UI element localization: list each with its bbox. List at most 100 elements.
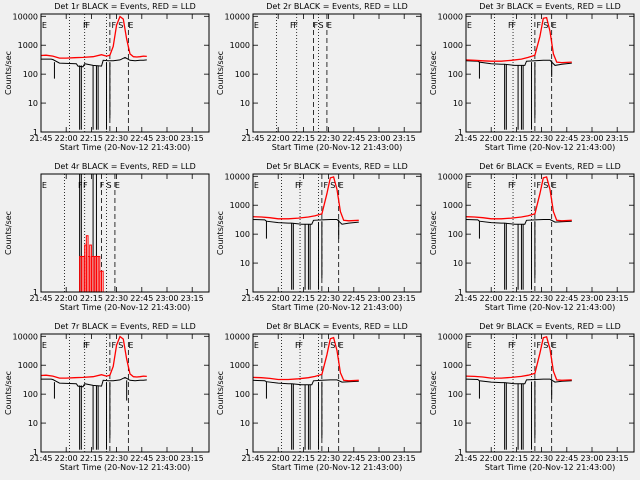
x-tick-label: 22:45 <box>342 294 365 303</box>
lld-series-line <box>466 335 572 381</box>
flag-marker-label: E <box>254 21 259 30</box>
panel-8: Det 8r BLACK = Events, RED = LLD Counts/s… <box>216 322 422 472</box>
flag-marker-label: F <box>78 181 83 190</box>
x-tick-label: 23:15 <box>393 134 416 143</box>
x-tick-label: 23:00 <box>155 454 178 463</box>
flag-marker-label: E <box>552 181 557 190</box>
flag-marker-label: E <box>128 21 133 30</box>
x-tick-label: 23:00 <box>580 294 603 303</box>
events-series-line <box>41 56 147 68</box>
x-tick-label: 23:15 <box>181 294 204 303</box>
x-tick-label: 22:00 <box>267 134 290 143</box>
x-tick-label: 22:30 <box>317 294 340 303</box>
y-tick-label: 100 <box>23 390 38 399</box>
x-axis-label: Start Time (20-Nov-12 21:43:00) <box>60 143 190 152</box>
x-tick-label: 23:00 <box>367 294 390 303</box>
x-tick-label: 23:15 <box>606 134 629 143</box>
y-tick-label: 100 <box>235 70 250 79</box>
x-tick-label: 22:15 <box>505 294 528 303</box>
flag-marker-label: E <box>339 341 344 350</box>
y-tick-label: 100 <box>235 390 250 399</box>
x-tick-label: 23:00 <box>580 134 603 143</box>
plot-frame <box>465 333 635 453</box>
flag-marker-label: E <box>339 181 344 190</box>
panel-title: Det 2r BLACK = Events, RED = LLD <box>266 2 408 11</box>
flag-marker-label: E <box>254 181 259 190</box>
panel-3: Det 3r BLACK = Events, RED = LLD Counts/s… <box>429 2 635 152</box>
y-tick-label: 10000 <box>225 12 250 21</box>
y-axis-label: Counts/sec <box>4 211 13 255</box>
plot-area <box>41 14 147 132</box>
y-tick-label: 1 <box>245 288 250 297</box>
y-tick-label: 1 <box>458 448 463 457</box>
flag-marker-label: F <box>324 341 329 350</box>
flag-marker-label: E <box>42 181 47 190</box>
x-tick-label: 22:00 <box>480 294 503 303</box>
flag-marker-label: F <box>298 181 303 190</box>
events-series-line <box>466 378 572 385</box>
y-tick-label: 100 <box>448 390 463 399</box>
flag-marker-label: F <box>100 181 105 190</box>
y-tick-label: 1000 <box>443 41 463 50</box>
events-series-line <box>253 219 359 225</box>
x-tick-label: 21:45 <box>241 134 264 143</box>
x-tick-label: 21:45 <box>454 454 477 463</box>
plot-frame <box>252 13 422 133</box>
plot-frame <box>40 333 210 453</box>
x-axis-label: Start Time (20-Nov-12 21:43:00) <box>272 143 402 152</box>
lld-series-line <box>466 16 572 64</box>
x-axis-label: Start Time (20-Nov-12 21:43:00) <box>60 303 190 312</box>
x-tick-label: 21:45 <box>454 294 477 303</box>
y-tick-label: 100 <box>23 70 38 79</box>
flag-marker-label: F <box>112 21 117 30</box>
flag-marker-label: E <box>552 341 557 350</box>
panel-title: Det 8r BLACK = Events, RED = LLD <box>266 322 408 331</box>
plot-area <box>276 14 328 132</box>
flag-marker-label: F <box>511 341 516 350</box>
plot-area <box>41 334 147 452</box>
flag-marker-label: E <box>128 341 133 350</box>
flag-marker-label: E <box>115 181 120 190</box>
y-tick-label: 10000 <box>438 12 463 21</box>
flag-marker-label: F <box>86 341 91 350</box>
plot-area <box>253 334 359 452</box>
flag-marker-label: S <box>319 21 324 30</box>
x-tick-label: 22:15 <box>292 294 315 303</box>
flag-marker-label: F <box>293 21 298 30</box>
y-tick-label: 10 <box>453 419 463 428</box>
y-tick-label: 10 <box>240 419 250 428</box>
y-tick-label: 1 <box>458 288 463 297</box>
y-tick-label: 10000 <box>225 172 250 181</box>
y-tick-label: 10000 <box>225 332 250 341</box>
panel-title: Det 6r BLACK = Events, RED = LLD <box>479 162 621 171</box>
flag-marker-label: F <box>508 181 513 190</box>
x-tick-label: 22:30 <box>105 454 128 463</box>
x-tick-label: 21:45 <box>454 134 477 143</box>
plot-frame <box>40 173 210 293</box>
x-axis-label: Start Time (20-Nov-12 21:43:00) <box>485 143 615 152</box>
x-tick-label: 23:00 <box>155 294 178 303</box>
x-tick-label: 22:15 <box>292 134 315 143</box>
events-series-line <box>253 379 359 386</box>
x-axis-label: Start Time (20-Nov-12 21:43:00) <box>272 463 402 472</box>
lld-series-line <box>253 336 359 382</box>
flag-marker-label: F <box>511 181 516 190</box>
x-tick-label: 23:00 <box>580 454 603 463</box>
y-axis-label: Counts/sec <box>4 51 13 95</box>
plot-area <box>64 174 116 292</box>
x-tick-label: 22:00 <box>55 134 78 143</box>
plot-area <box>253 174 359 292</box>
y-tick-label: 100 <box>235 230 250 239</box>
y-tick-label: 1000 <box>230 201 250 210</box>
x-tick-label: 21:45 <box>29 454 52 463</box>
lld-series-line <box>466 176 572 222</box>
x-tick-label: 23:15 <box>181 134 204 143</box>
flag-marker-label: F <box>290 21 295 30</box>
lld-bar <box>100 270 104 292</box>
y-tick-label: 1 <box>245 128 250 137</box>
plot-frame <box>40 13 210 133</box>
x-tick-label: 23:00 <box>367 454 390 463</box>
y-tick-label: 1000 <box>443 361 463 370</box>
x-tick-label: 21:45 <box>241 294 264 303</box>
